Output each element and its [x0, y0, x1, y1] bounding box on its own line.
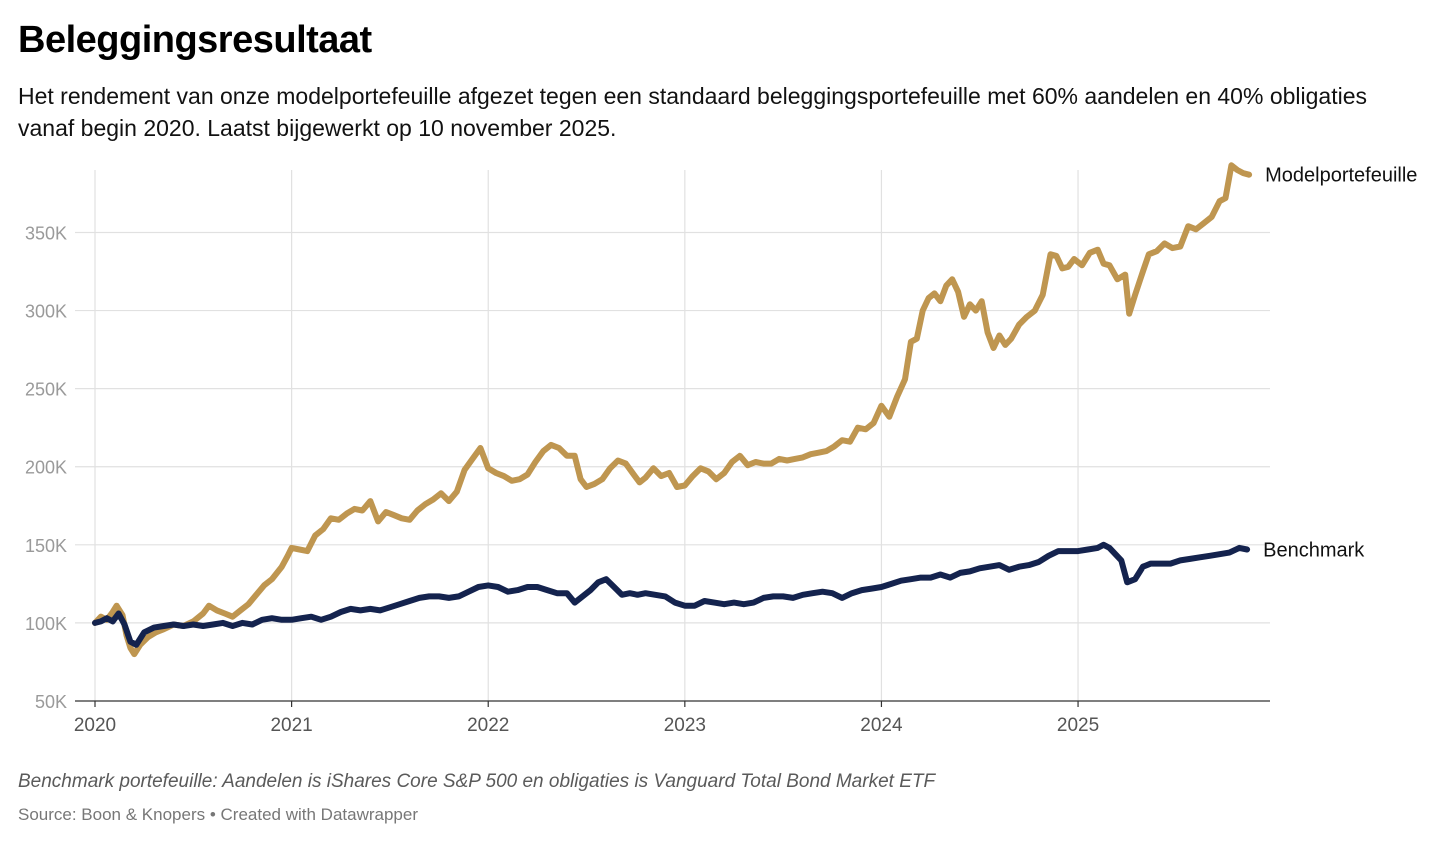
axis-layer: 50K 100K 150K 200K 250K 300K 350K 2020 2021 2022 2…	[25, 223, 1270, 736]
y-tick-label: 300K	[25, 302, 67, 322]
x-tick-label: 2021	[270, 715, 312, 736]
x-tick-label: 2022	[467, 715, 509, 736]
y-tick-label: 100K	[25, 614, 67, 634]
y-tick-label: 50K	[35, 692, 67, 712]
y-tick-label: 350K	[25, 223, 67, 243]
x-tick-label: 2024	[860, 715, 903, 736]
series-layer	[92, 162, 1253, 658]
chart-footnote: Benchmark portefeuille: Aandelen is iSha…	[18, 771, 936, 792]
series-line-modelportefeuille	[92, 162, 1253, 658]
chart-title: Beleggingsresultaat	[18, 19, 372, 61]
chart-source: Source: Boon & Knopers • Created with Da…	[18, 805, 418, 824]
x-tick-label: 2020	[74, 715, 116, 736]
y-tick-label: 250K	[25, 380, 67, 400]
series-label-benchmark: Benchmark	[1263, 540, 1365, 562]
label-layer: Modelportefeuille Benchmark	[1263, 165, 1417, 562]
x-tick-label: 2025	[1057, 715, 1099, 736]
series-label-modelportefeuille: Modelportefeuille	[1265, 165, 1417, 187]
series-line-benchmark	[92, 541, 1251, 648]
y-tick-label: 200K	[25, 458, 67, 478]
chart-subtitle: Het rendement van onze modelportefeuille…	[18, 83, 1367, 141]
grid-layer	[75, 170, 1270, 701]
y-tick-label: 150K	[25, 536, 67, 556]
x-tick-label: 2023	[664, 715, 706, 736]
